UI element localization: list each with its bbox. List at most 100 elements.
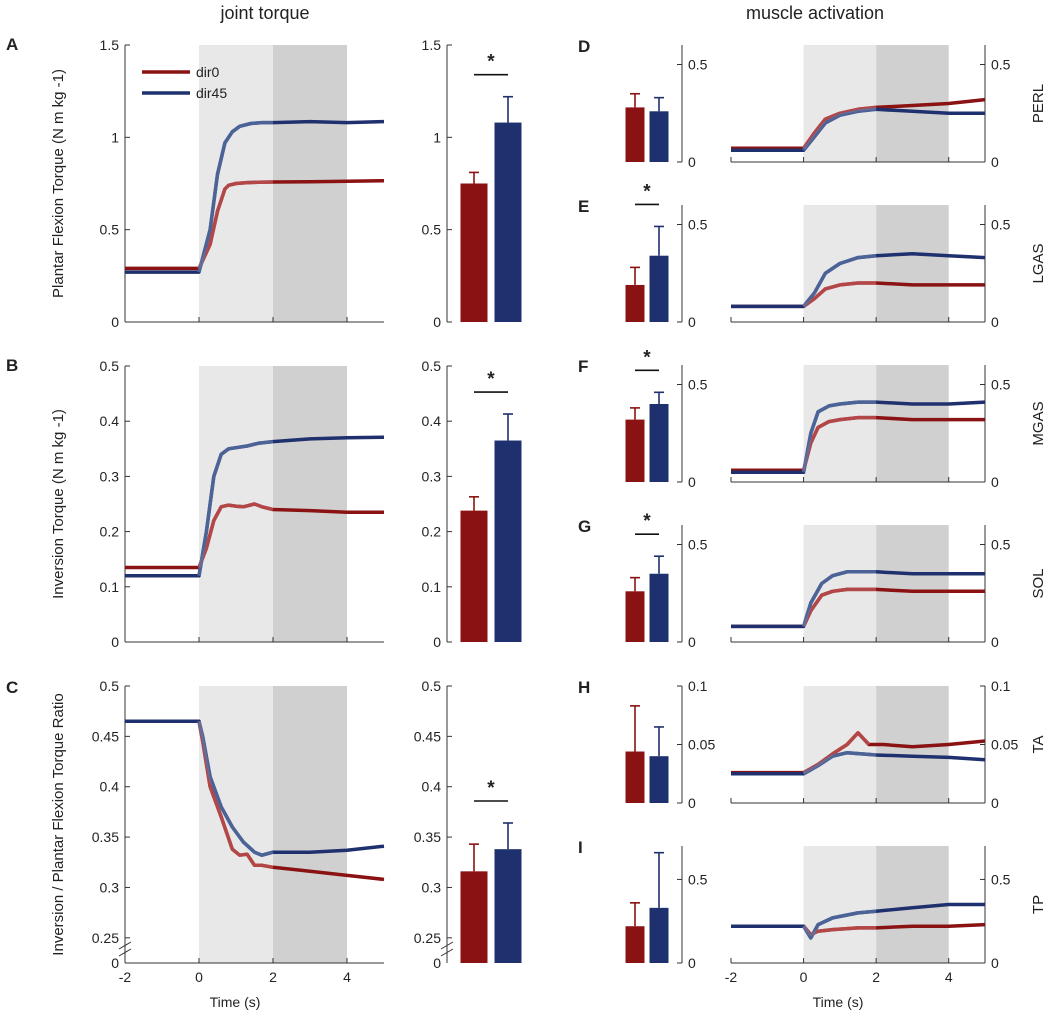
y-tick-label-B-bar: 0.1 <box>422 579 442 595</box>
y-tick-label-A-bar: 0 <box>433 314 441 330</box>
legend-label-dir0: dir0 <box>196 64 220 80</box>
y-tick-label-A-bar: 0.5 <box>422 222 442 238</box>
series-onset-dir45-G-line <box>801 570 877 627</box>
y-tick-label-C: 0.25 <box>92 930 119 946</box>
y-tick-label-D-line: 0.5 <box>991 57 1011 73</box>
y-tick-label-A: 1.5 <box>100 37 120 53</box>
shade-window-late-E-line <box>876 205 949 322</box>
x-tick-label-C: 2 <box>269 969 277 985</box>
bar-dir0-G <box>625 591 645 642</box>
y-break-zero-C: 0 <box>111 955 119 971</box>
joint-torque-title: joint torque <box>219 3 309 23</box>
y-tick-label-H-line: 0 <box>991 795 999 811</box>
bar-dir0-F <box>625 419 645 482</box>
y-tick-label-B: 0.1 <box>100 579 120 595</box>
y-tick-label-B: 0.2 <box>100 524 120 540</box>
y-tick-label-E: 0.5 <box>688 217 708 233</box>
y-axis-label-B: Inversion Torque (N m kg -1) <box>50 409 67 599</box>
x-tick-label-I-line: 0 <box>800 969 808 985</box>
y-tick-label-E: 0 <box>688 314 696 330</box>
significance-star-C-bar: * <box>487 778 495 799</box>
x-axis-label-right: Time (s) <box>813 994 864 1010</box>
y-tick-label-C: 0.35 <box>92 829 119 845</box>
axis-break-mark-C-bar <box>440 941 454 957</box>
muscle-activation-title: muscle activation <box>746 3 884 23</box>
series-onset-dir45-D-line <box>802 107 877 152</box>
panel-letter-H: H <box>578 678 590 697</box>
muscle-name-F: MGAS <box>1030 401 1047 445</box>
y-tick-label-B: 0.4 <box>100 413 120 429</box>
bar-dir0-B-bar <box>460 510 488 642</box>
series-onset-dir45-B <box>197 439 274 577</box>
y-tick-label-C-bar: 0.4 <box>422 779 442 795</box>
panel-letter-D: D <box>578 37 590 56</box>
series-onset-dir45-A <box>197 120 273 273</box>
bar-dir0-I <box>625 926 645 963</box>
y-tick-label-B-bar: 0 <box>433 634 441 650</box>
series-onset-dir0-D-line <box>802 105 877 150</box>
y-tick-label-D-line: 0 <box>991 154 999 170</box>
y-axis-label-C: Inversion / Plantar Flexion Torque Ratio <box>50 693 67 955</box>
y-axis-label-A: Plantar Flexion Torque (N m kg -1) <box>50 69 67 298</box>
muscle-name-I: TP <box>1030 895 1047 914</box>
muscle-name-G: SOL <box>1030 568 1047 598</box>
significance-star-A-bar: * <box>487 52 495 73</box>
bar-dir45-E <box>649 255 669 322</box>
y-tick-label-I-line: 0.5 <box>991 871 1011 887</box>
axis-break-mark-C <box>118 941 132 957</box>
legend-label-dir45: dir45 <box>196 85 227 101</box>
y-tick-label-B: 0.5 <box>100 358 120 374</box>
y-tick-label-D: 0.5 <box>688 57 708 73</box>
bar-dir45-C-bar <box>494 849 522 963</box>
series-onset-dir45-H-line <box>802 750 877 776</box>
bar-dir0-E <box>625 284 645 322</box>
significance-star-F: * <box>643 347 651 368</box>
y-tick-label-G: 0.5 <box>688 537 708 553</box>
y-tick-label-F: 0 <box>688 474 696 490</box>
y-tick-label-A-bar: 1 <box>433 129 441 145</box>
y-tick-label-B-bar: 0.4 <box>422 413 442 429</box>
shade-window-late-C <box>273 686 347 963</box>
panel-letter-C: C <box>6 678 18 697</box>
bar-dir45-H <box>649 756 669 803</box>
y-tick-label-H-line: 0.05 <box>991 737 1018 753</box>
y-tick-label-H: 0.05 <box>688 737 715 753</box>
shade-window-early-D-line <box>803 45 877 162</box>
panel-letter-G: G <box>578 517 591 536</box>
y-tick-label-G: 0 <box>688 634 696 650</box>
shade-window-late-B <box>273 366 347 642</box>
bar-dir45-A-bar <box>494 122 522 322</box>
shade-window-late-F-line <box>876 365 949 482</box>
y-tick-label-I: 0.5 <box>688 871 708 887</box>
y-tick-label-F-line: 0 <box>991 474 999 490</box>
series-onset-dir0-G-line <box>802 587 877 628</box>
panel-letter-I: I <box>578 838 583 857</box>
shade-window-early-H-line <box>803 686 877 803</box>
y-tick-label-B-bar: 0.5 <box>422 358 442 374</box>
y-tick-label-I: 0 <box>688 955 696 971</box>
series-onset-dir0-F-line <box>801 415 877 471</box>
x-tick-label-I-line: -2 <box>725 969 738 985</box>
y-tick-label-F-line: 0.5 <box>991 377 1011 393</box>
y-tick-label-A: 0.5 <box>100 222 120 238</box>
series-onset-dir45-C <box>197 720 274 857</box>
bar-dir0-C-bar <box>460 871 488 963</box>
y-tick-label-A: 1 <box>111 129 119 145</box>
series-onset-dir45-F-line <box>801 400 877 473</box>
panel-letter-A: A <box>6 35 18 54</box>
y-tick-label-B: 0.3 <box>100 468 120 484</box>
series-onset-dir45-I-line <box>802 909 877 940</box>
shade-window-late-G-line <box>876 525 949 642</box>
y-tick-label-D: 0 <box>688 154 696 170</box>
y-tick-label-C: 0.5 <box>100 678 120 694</box>
muscle-name-D: PERL <box>1030 84 1047 123</box>
shade-window-early-G-line <box>803 525 877 642</box>
significance-star-B-bar: * <box>487 369 495 390</box>
bar-dir45-F <box>649 404 669 482</box>
y-tick-label-H: 0 <box>688 795 696 811</box>
bar-dir45-I <box>649 907 669 963</box>
muscle-name-E: LGAS <box>1030 243 1047 283</box>
y-tick-label-C-bar: 0.25 <box>414 930 441 946</box>
y-tick-label-C-bar: 0.3 <box>422 879 442 895</box>
